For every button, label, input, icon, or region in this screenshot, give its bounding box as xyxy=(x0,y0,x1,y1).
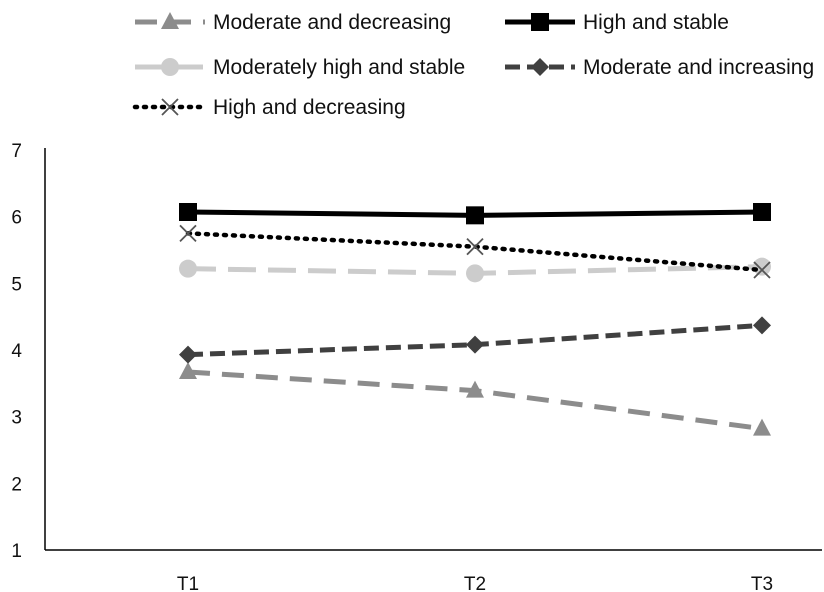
data-point xyxy=(179,362,197,379)
axes xyxy=(44,148,822,551)
legend-entry: High and stable xyxy=(505,11,729,34)
legend-marker xyxy=(161,98,179,116)
y-tick-label: 1 xyxy=(11,541,22,562)
x-tick-label: T2 xyxy=(464,574,486,592)
legend-label: High and decreasing xyxy=(213,96,406,119)
x-tick-label: T1 xyxy=(177,574,199,592)
x-tick-label: T3 xyxy=(751,574,773,592)
y-tick-label: 5 xyxy=(11,274,22,295)
data-point xyxy=(466,206,484,225)
legend-label: Moderate and increasing xyxy=(583,56,814,79)
legend: Moderate and decreasing High and stable Mo… xyxy=(132,11,814,119)
legend-label: Moderate and decreasing xyxy=(213,11,451,34)
data-point xyxy=(179,345,197,364)
y-tick-labels: 1 2 3 4 5 6 7 xyxy=(11,141,22,562)
data-point xyxy=(466,238,484,256)
series xyxy=(179,203,771,436)
legend-entry: High and decreasing xyxy=(132,96,406,119)
legend-label: Moderately high and stable xyxy=(213,56,465,79)
series-high-and-stable xyxy=(179,203,771,225)
y-tick-label: 3 xyxy=(11,408,22,429)
legend-label: High and stable xyxy=(583,11,729,34)
series-moderate-and-increasing xyxy=(179,316,771,364)
series-moderately-high-and-stable xyxy=(179,257,771,283)
legend-entry: Moderately high and stable xyxy=(135,56,465,79)
legend-marker xyxy=(161,58,179,76)
data-point xyxy=(466,380,484,398)
legend-marker xyxy=(531,58,549,76)
legend-marker xyxy=(531,13,549,31)
data-point xyxy=(466,264,484,283)
data-point xyxy=(753,418,771,436)
y-tick-label: 7 xyxy=(11,141,22,162)
series-high-and-decreasing xyxy=(179,224,771,279)
legend-entry: Moderate and decreasing xyxy=(135,11,451,34)
y-tick-label: 2 xyxy=(11,474,22,495)
data-point xyxy=(466,335,484,354)
series-moderate-and-decreasing xyxy=(179,362,771,436)
data-point xyxy=(753,261,771,279)
legend-entry: Moderate and increasing xyxy=(505,56,814,79)
x-tick-labels: T1 T2 T3 xyxy=(177,574,773,592)
data-point xyxy=(753,203,771,221)
data-point xyxy=(753,316,771,335)
data-point xyxy=(179,259,197,278)
data-point xyxy=(179,224,197,242)
data-point xyxy=(753,257,771,276)
y-tick-label: 4 xyxy=(11,341,22,362)
data-point xyxy=(179,203,197,221)
legend-marker xyxy=(161,12,179,29)
y-tick-label: 6 xyxy=(11,208,22,229)
series-line xyxy=(187,369,763,432)
